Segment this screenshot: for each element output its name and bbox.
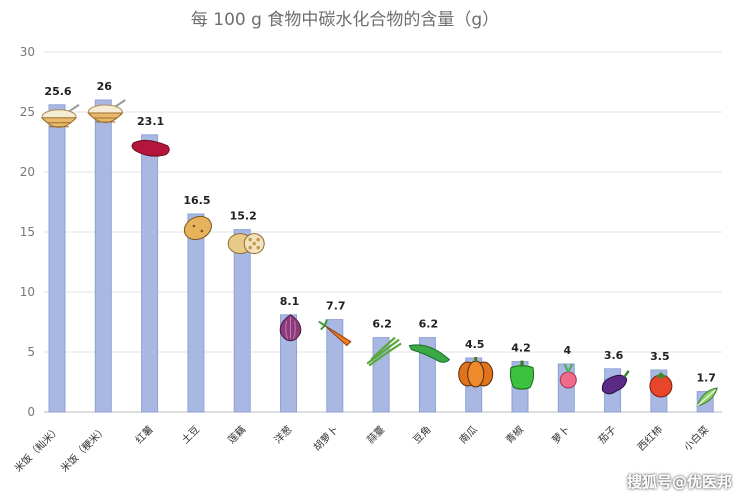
category-labels: 米饭（籼米）米饭（粳米） 红薯 土豆 莲藕 洋葱 胡萝卜 蒜薹 豆角 南瓜 青椒 萝卜 茄子 西红柿 小白… bbox=[12, 423, 712, 475]
bar bbox=[187, 213, 205, 413]
category-label: 米饭（粳米） bbox=[58, 423, 110, 475]
category-label: 红薯 bbox=[132, 423, 155, 446]
value-label: 26 bbox=[97, 80, 113, 93]
value-label: 25.6 bbox=[44, 85, 71, 98]
rice-bowl-icon bbox=[87, 99, 126, 123]
watermark: 搜狐号@优医邦 bbox=[626, 473, 732, 491]
category-label: 洋葱 bbox=[271, 423, 294, 446]
value-label: 15.2 bbox=[230, 210, 257, 223]
bar bbox=[326, 319, 344, 413]
value-label: 23.1 bbox=[137, 115, 164, 128]
garlic-sprout-icon bbox=[366, 336, 402, 367]
rice-bowl-icon bbox=[40, 103, 80, 128]
category-label: 莲藕 bbox=[226, 424, 249, 447]
y-tick-label: 0 bbox=[27, 405, 35, 419]
y-tick-label: 20 bbox=[20, 165, 35, 179]
category-label: 小白菜 bbox=[681, 423, 711, 453]
eggplant-icon bbox=[601, 370, 630, 395]
onion-icon bbox=[279, 314, 302, 342]
value-label: 8.1 bbox=[280, 295, 300, 308]
category-label: 青椒 bbox=[503, 423, 526, 446]
value-labels: 25.6 26 23.1 16.5 15.2 8.1 7.7 6.2 6.2 4.5 4.2 4 3.6… bbox=[44, 80, 716, 385]
category-label: 蒜薹 bbox=[364, 423, 387, 446]
y-tick-label: 15 bbox=[20, 225, 35, 239]
value-label: 16.5 bbox=[183, 194, 210, 207]
green-bean-icon bbox=[408, 344, 451, 363]
sweet-potato-icon bbox=[131, 139, 170, 157]
category-label: 胡萝卜 bbox=[311, 423, 341, 453]
bar bbox=[48, 104, 66, 413]
chart-title: 每 100 g 食物中碳水化合物的含量（g） bbox=[191, 10, 499, 30]
category-label: 南瓜 bbox=[456, 423, 479, 446]
y-tick-label: 25 bbox=[20, 105, 35, 119]
value-label: 6.2 bbox=[419, 318, 439, 331]
category-label: 土豆 bbox=[179, 423, 202, 446]
category-label: 米饭（籼米） bbox=[12, 423, 64, 475]
value-label: 7.7 bbox=[326, 300, 346, 313]
category-label: 西红柿 bbox=[635, 423, 665, 453]
value-label: 4.2 bbox=[511, 342, 531, 355]
lotus-root-icon bbox=[227, 233, 265, 255]
tomato-icon bbox=[649, 372, 673, 398]
value-label: 3.5 bbox=[650, 350, 670, 363]
food-icons bbox=[40, 99, 718, 407]
potato-icon bbox=[183, 215, 212, 241]
y-tick-label: 5 bbox=[27, 345, 35, 359]
y-axis-ticks: 0 5 10 15 20 25 30 bbox=[20, 45, 35, 419]
value-label: 3.6 bbox=[604, 349, 624, 362]
y-tick-label: 10 bbox=[20, 285, 35, 299]
value-label: 4 bbox=[563, 344, 571, 357]
green-pepper-icon bbox=[509, 360, 535, 390]
category-label: 茄子 bbox=[595, 423, 618, 446]
category-label: 豆角 bbox=[411, 424, 434, 447]
radish-icon bbox=[559, 363, 577, 389]
carrot-icon bbox=[318, 319, 352, 347]
bar bbox=[141, 134, 159, 413]
bok-choy-icon bbox=[696, 387, 718, 407]
value-label: 4.5 bbox=[465, 338, 485, 351]
pumpkin-icon bbox=[458, 357, 494, 388]
y-tick-label: 30 bbox=[20, 45, 35, 59]
value-label: 1.7 bbox=[696, 372, 716, 385]
value-label: 6.2 bbox=[372, 318, 392, 331]
bar bbox=[233, 229, 251, 413]
category-label: 萝卜 bbox=[550, 424, 573, 447]
bar bbox=[94, 99, 112, 413]
